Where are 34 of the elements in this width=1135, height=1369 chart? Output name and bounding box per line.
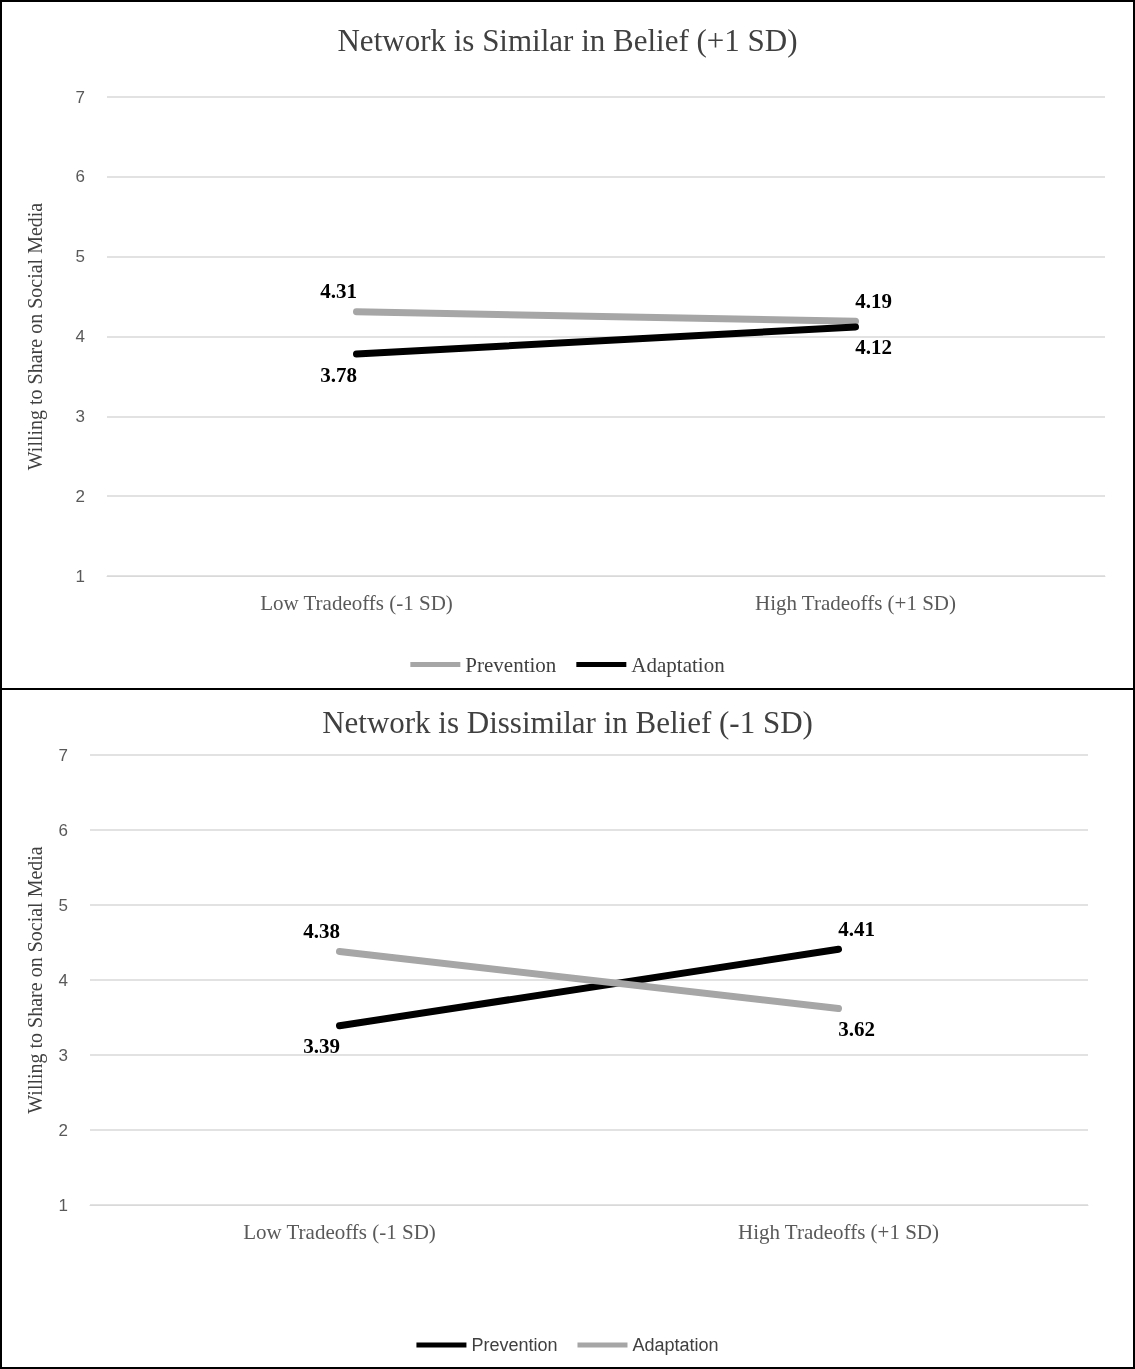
- data-label: 4.31: [320, 279, 357, 304]
- y-tick-label: 5: [58, 895, 68, 915]
- x-tick-label: Low Tradeoffs (-1 SD): [260, 590, 453, 615]
- legend-label: Prevention: [465, 652, 557, 677]
- y-tick-label: 1: [58, 1195, 68, 1215]
- data-label: 4.38: [303, 919, 340, 943]
- chart-title: Network is Similar in Belief (+1 SD): [337, 23, 798, 58]
- y-tick-label: 6: [58, 820, 68, 840]
- x-tick-label: High Tradeoffs (+1 SD): [754, 590, 957, 615]
- x-tick-label: Low Tradeoffs (-1 SD): [243, 1219, 436, 1244]
- data-label: 4.12: [855, 335, 892, 360]
- data-label: 4.19: [855, 288, 892, 313]
- chart-title: Network is Dissimilar in Belief (-1 SD): [322, 705, 813, 740]
- data-label: 3.39: [303, 1034, 340, 1059]
- y-tick-label: 4: [75, 327, 85, 346]
- y-tick-label: 1: [75, 566, 85, 586]
- x-tick-label: High Tradeoffs (+1 SD): [737, 1219, 940, 1244]
- y-axis-title: Willing to Share on Social Media: [24, 846, 47, 1114]
- data-label: 3.78: [320, 362, 357, 387]
- y-tick-label: 5: [75, 247, 85, 267]
- y-tick-label: 3: [58, 1045, 68, 1065]
- y-tick-label: 4: [58, 970, 68, 990]
- data-label: 3.62: [838, 1017, 875, 1041]
- legend-label: Adaptation: [632, 1335, 719, 1355]
- y-tick-label: 2: [75, 486, 85, 506]
- y-axis-title: Willing to Share on Social Media: [24, 202, 47, 471]
- y-tick-label: 6: [75, 167, 85, 187]
- y-tick-label: 2: [58, 1120, 68, 1140]
- legend-label: Prevention: [471, 1335, 558, 1355]
- y-tick-label: 3: [75, 406, 85, 426]
- y-tick-label: 7: [58, 745, 68, 765]
- data-label: 4.41: [838, 916, 875, 941]
- legend-label: Adaptation: [631, 652, 726, 677]
- y-tick-label: 7: [75, 87, 85, 107]
